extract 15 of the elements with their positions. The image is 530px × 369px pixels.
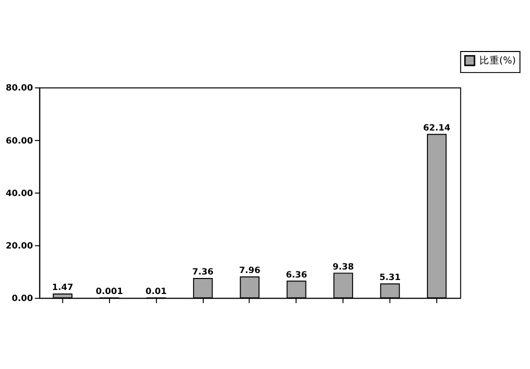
data-label: 7.36 [192,268,214,278]
data-label: 1.47 [52,283,74,294]
y-tick-label: 60.00 [6,136,34,146]
data-label: 0.01 [146,286,167,297]
y-tick-label: 40.00 [6,188,34,199]
y-tick-label: 20.00 [6,242,34,252]
data-label: 9.38 [332,262,354,272]
y-tick-label: 80.00 [6,84,34,94]
data-label: 6.36 [286,270,308,280]
data-label: 7.96 [239,266,260,276]
y-tick-label: 0.00 [12,294,34,304]
data-label: 0.001 [96,287,124,298]
data-label: 5.31 [379,273,401,284]
data-label: 62.14 [423,124,450,134]
legend-label: 比重(%) [479,54,516,66]
